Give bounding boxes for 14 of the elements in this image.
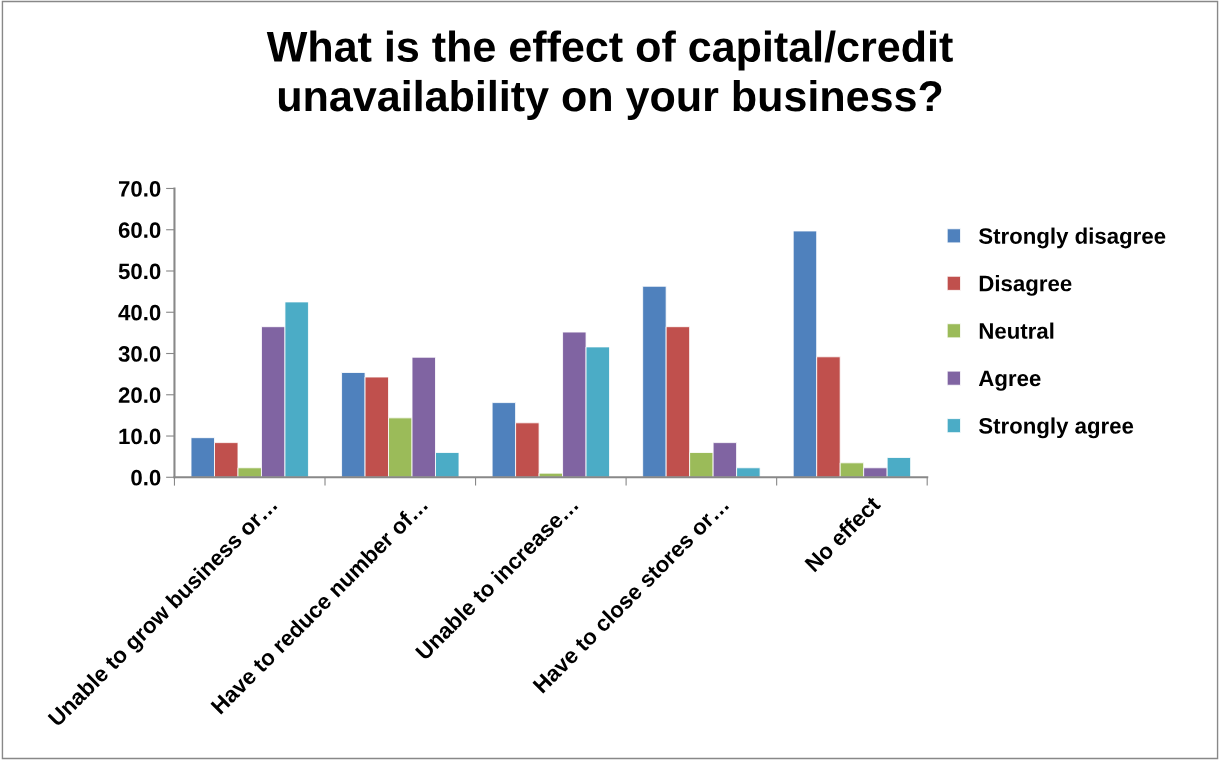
legend-label: Strongly disagree [978, 227, 1166, 249]
y-tick-label: 70.0 [118, 181, 161, 197]
y-tick-label: 40.0 [118, 304, 161, 321]
y-tick-label: 50.0 [118, 263, 161, 280]
y-tick-label: 30.0 [118, 346, 161, 362]
legend-label: Disagree [979, 275, 1072, 296]
legend-label: Strongly agree [978, 417, 1134, 439]
chart-title: What is the effect of capital/credit unavailability on your business? [266, 30, 953, 121]
y-tick-label: 10.0 [119, 428, 161, 445]
y-tick-label: 60.0 [118, 222, 161, 239]
legend-label: Neutral [979, 322, 1054, 339]
y-tick-label: 20.0 [118, 387, 161, 404]
legend-label: Agree [978, 370, 1041, 391]
y-tick-label: 0.0 [131, 469, 161, 486]
